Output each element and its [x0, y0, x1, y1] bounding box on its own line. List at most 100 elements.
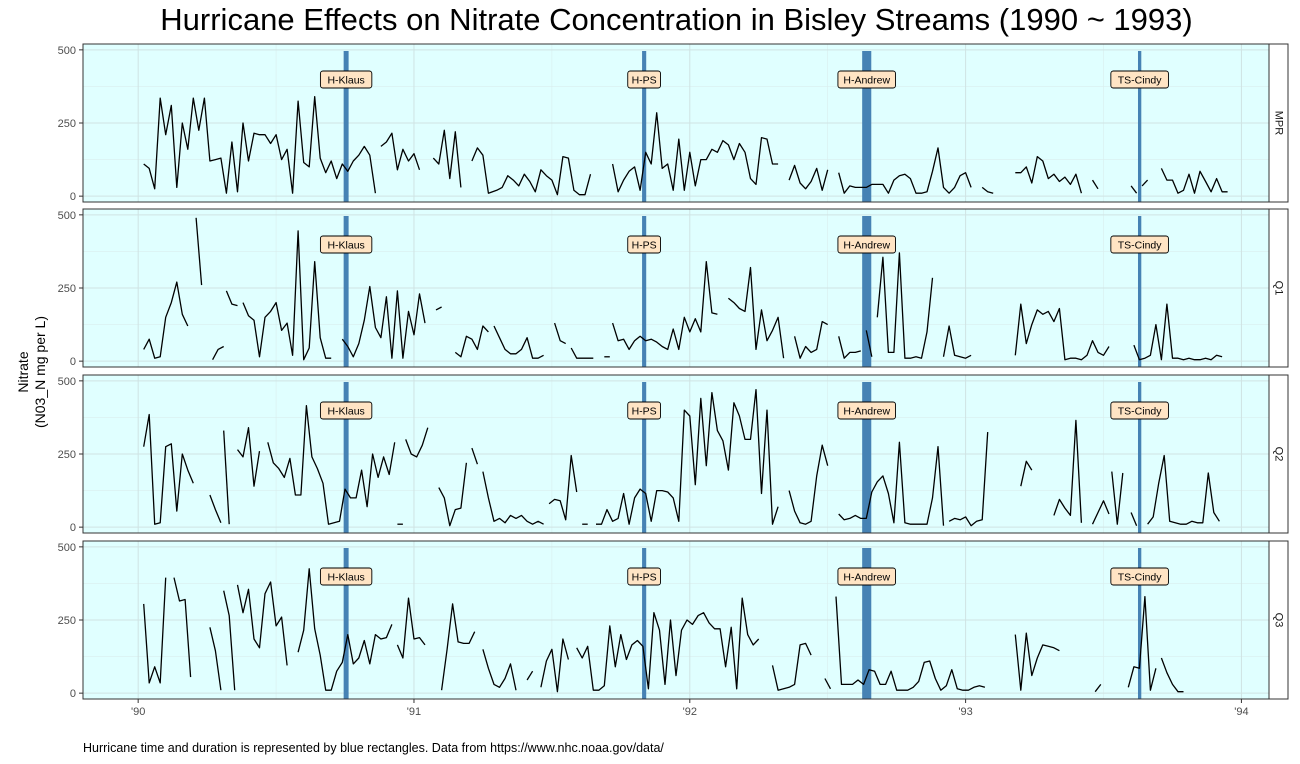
y-tick-label: 250 — [58, 449, 76, 461]
hurricane-label: TS-Cindy — [1118, 75, 1163, 87]
nitrate-series-line — [838, 441, 945, 526]
nitrate-series-line — [380, 132, 421, 171]
nitrate-series-line — [1015, 155, 1083, 194]
nitrate-series-line — [143, 577, 167, 684]
nitrate-series-line — [482, 649, 517, 691]
nitrate-series-line — [209, 627, 222, 691]
x-tick-label: '91 — [407, 706, 421, 718]
nitrate-series-line — [209, 494, 222, 524]
hurricane-rect — [343, 548, 349, 699]
chart-title: Hurricane Effects on Nitrate Concentrati… — [160, 2, 1193, 37]
hurricane-label-box — [837, 567, 896, 586]
nitrate-series-line — [438, 462, 468, 527]
hurricane-label-box — [627, 235, 661, 254]
nitrate-series-line — [341, 285, 426, 359]
hurricane-label-box — [1110, 401, 1169, 420]
nitrate-series-line — [482, 471, 544, 525]
hurricane-label: TS-Cindy — [1118, 406, 1163, 418]
y-axis-label-line-2: (N03_N mg per L) — [32, 315, 48, 429]
hurricane-rect — [343, 51, 349, 202]
nitrate-series-line — [1130, 185, 1138, 194]
hurricane-label: H-Klaus — [327, 75, 364, 87]
y-axis-label-line-1: Nitrate — [15, 351, 31, 393]
x-tick-label: '94 — [1234, 706, 1248, 718]
nitrate-series-line — [1014, 632, 1060, 691]
nitrate-series-line — [1160, 657, 1184, 693]
hurricane-label-box — [319, 70, 373, 89]
hurricane-rect — [862, 216, 872, 367]
nitrate-series-line — [981, 186, 994, 194]
nitrate-series-line — [1160, 168, 1228, 194]
nitrate-series-line — [432, 129, 462, 188]
nitrate-series-line — [824, 678, 832, 690]
hurricane-label: H-PS — [632, 240, 657, 252]
hurricane-label-box — [837, 70, 896, 89]
facet-panel-q2: H-Klaus H-PS H-Andrew TS-Cindy 0 250 500 Q2 — [58, 374, 1289, 534]
hurricane-label-box — [627, 567, 661, 586]
y-tick-label: 0 — [70, 356, 76, 368]
nitrate-series-line — [242, 230, 332, 361]
x-tick-label: '90 — [131, 706, 145, 718]
hurricane-rect — [1137, 51, 1142, 202]
nitrate-series-line — [526, 670, 534, 681]
nitrate-series-line — [493, 325, 544, 359]
nitrate-series-line — [1094, 684, 1102, 693]
nitrate-series-line — [611, 112, 779, 193]
y-tick-label: 250 — [58, 118, 76, 130]
nitrate-series-line — [838, 147, 972, 194]
hurricane-label-box — [837, 401, 896, 420]
hurricane-label-box — [319, 401, 373, 420]
nitrate-series-line — [143, 96, 377, 194]
hurricane-label: H-Andrew — [843, 240, 890, 252]
hurricane-label-box — [1110, 567, 1169, 586]
nitrate-series-line — [225, 290, 238, 307]
nitrate-series-line — [553, 322, 567, 345]
nitrate-series-line — [1141, 179, 1149, 187]
x-tick-label: '92 — [683, 706, 697, 718]
hurricane-label-box — [627, 70, 661, 89]
nitrate-series-line — [835, 596, 986, 691]
facet-strip-label: Q3 — [1273, 613, 1285, 628]
nitrate-series-line — [471, 447, 479, 465]
hurricane-rect — [862, 382, 872, 533]
nitrate-series-line — [1091, 179, 1099, 190]
facet-panel-mpr: H-Klaus H-PS H-Andrew TS-Cindy 0 250 500 MPR — [58, 43, 1289, 203]
hurricane-label-box — [1110, 235, 1169, 254]
facet-panel-q3: H-Klaus H-PS H-Andrew TS-Cindy 0 250 500 Q3 — [58, 540, 1289, 700]
nitrate-series-line — [1091, 500, 1110, 525]
hurricane-label: H-Klaus — [327, 240, 364, 252]
nitrate-series-line — [396, 597, 426, 659]
nitrate-series-line — [727, 266, 785, 359]
y-tick-label: 250 — [58, 615, 76, 627]
nitrate-series-line — [267, 405, 396, 525]
y-tick-label: 500 — [58, 376, 76, 388]
y-tick-label: 0 — [70, 191, 76, 203]
hurricane-label-box — [1110, 70, 1169, 89]
y-axis-label: Nitrate (N03_N mg per L) — [15, 302, 49, 442]
facet-panel-q1: H-Klaus H-PS H-Andrew TS-Cindy 0 250 500 Q1 — [58, 208, 1289, 368]
hurricane-label: H-Andrew — [843, 75, 890, 87]
hurricane-label: TS-Cindy — [1118, 240, 1163, 252]
nitrate-series-line — [865, 330, 873, 357]
nitrate-series-line — [1127, 595, 1157, 691]
hurricane-label-box — [837, 235, 896, 254]
chart-caption: Hurricane time and duration is represent… — [83, 741, 664, 755]
facet-strip — [1268, 208, 1289, 368]
facet-strip-label: Q2 — [1273, 447, 1285, 462]
nitrate-series-line — [435, 306, 442, 311]
nitrate-series-line — [788, 164, 829, 191]
nitrate-series-line — [793, 320, 829, 359]
nitrate-series-line — [173, 577, 192, 678]
hurricane-rect — [1137, 548, 1142, 699]
hurricane-label: TS-Cindy — [1118, 572, 1163, 584]
nitrate-series-line — [1133, 303, 1223, 361]
y-tick-label: 500 — [58, 210, 76, 222]
nitrate-series-line — [212, 345, 224, 361]
nitrate-series-line — [540, 638, 570, 693]
hurricane-label-box — [319, 235, 373, 254]
hurricane-rect — [642, 51, 647, 202]
nitrate-series-line — [297, 568, 393, 691]
facet-strip — [1268, 374, 1289, 534]
nitrate-series-line — [236, 427, 261, 487]
